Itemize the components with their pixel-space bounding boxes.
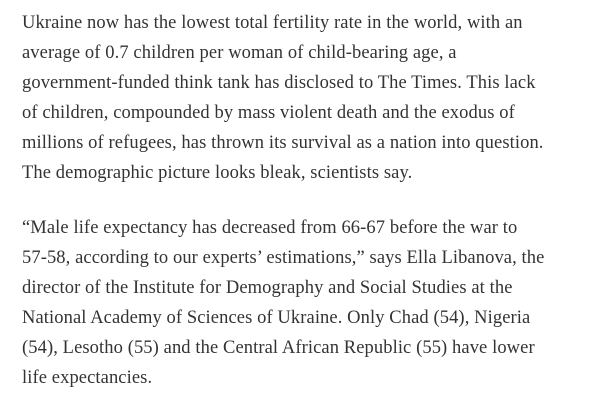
text-line: “Male life expectancy has decreased from…: [22, 218, 518, 238]
text-line: (54), Lesotho (55) and the Central Afric…: [22, 338, 535, 358]
text-line: government-funded think tank has disclos…: [22, 73, 536, 93]
text-line: of children, compounded by mass violent …: [22, 103, 515, 123]
text-line: Ukraine now has the lowest total fertili…: [22, 13, 523, 33]
text-line: life expectancies.: [22, 368, 153, 388]
text-line: director of the Institute for Demography…: [22, 278, 513, 298]
text-line: 57-58, according to our experts’ estimat…: [22, 248, 545, 268]
text-line: millions of refugees, has thrown its sur…: [22, 133, 544, 153]
text-line: The demographic picture looks bleak, sci…: [22, 163, 413, 183]
text-line: average of 0.7 children per woman of chi…: [22, 43, 457, 63]
paragraph-fertility-rate: Ukraine now has the lowest total fertili…: [22, 8, 585, 188]
paragraph-life-expectancy: “Male life expectancy has decreased from…: [22, 213, 585, 393]
text-line: National Academy of Sciences of Ukraine.…: [22, 308, 531, 328]
